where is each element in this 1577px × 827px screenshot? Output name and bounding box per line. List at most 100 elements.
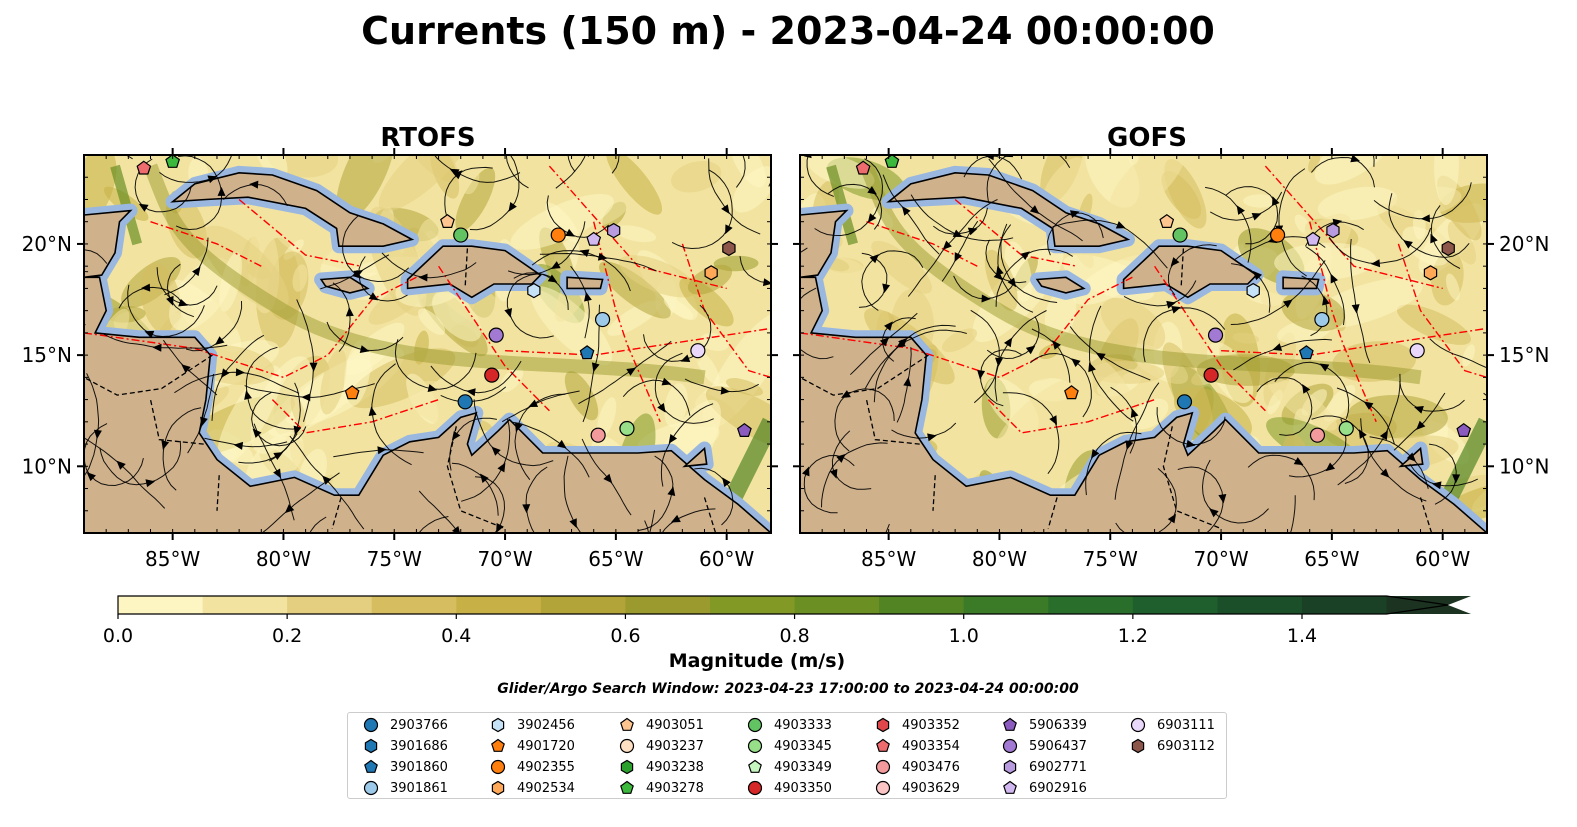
legend-entry-6903112: 6903112 [1127, 736, 1215, 756]
colorbar-tick-label: 1.0 [949, 625, 979, 647]
current-streamline [988, 158, 1083, 242]
current-streamline [555, 155, 586, 189]
current-streamline [1429, 338, 1487, 369]
current-streamline [882, 317, 916, 362]
float-marker-4903354[interactable] [136, 160, 152, 175]
float-marker-6902771[interactable] [1326, 222, 1340, 239]
current-streamline [1429, 443, 1457, 505]
current-streamline [1311, 156, 1375, 188]
streamline-arrow [138, 203, 149, 212]
streamline-arrow [284, 504, 295, 514]
streamline-arrow [1270, 555, 1282, 567]
float-marker-4902534[interactable] [1423, 265, 1438, 281]
float-marker-4903051[interactable] [440, 213, 455, 229]
streamline-arrow [418, 273, 428, 282]
float-marker-6903112[interactable] [1441, 240, 1455, 257]
legend-label: 5906339 [1029, 717, 1087, 733]
circle-marker-icon [747, 738, 763, 754]
float-marker-6902916[interactable] [586, 231, 602, 246]
map-panel-gofs: GOFS 85°W 80°W 75°W 70°W 65°W 60°W 10°N 15°N 20°… [793, 123, 1549, 571]
eez-boundary [866, 221, 978, 267]
current-streamline [506, 273, 554, 339]
streamline-arrow [1486, 364, 1487, 372]
current-streamline [1289, 495, 1296, 533]
streamline-arrow [1025, 345, 1036, 355]
current-streamline [654, 352, 714, 424]
streamline-arrow [86, 472, 96, 482]
float-marker-4903476[interactable] [1309, 427, 1326, 443]
legend-entry-3901861: 3901861 [360, 778, 448, 798]
float-marker-3901860[interactable] [579, 345, 595, 360]
float-legend: 2903766 3901686 3901860 3901861 3902456 49017… [347, 712, 1227, 799]
float-marker-4901720[interactable] [1064, 385, 1079, 400]
float-marker-2903766[interactable] [457, 394, 473, 410]
current-streamline [941, 220, 979, 282]
streamline-arrow [453, 170, 463, 180]
float-marker-5906339[interactable] [736, 422, 752, 437]
legend-label: 4903629 [902, 780, 960, 796]
map-frame [799, 154, 1488, 534]
float-marker-6902916[interactable] [1305, 231, 1321, 246]
land-mass [800, 209, 849, 279]
streamline-arrow [235, 368, 245, 377]
float-marker-4903354[interactable] [855, 160, 871, 175]
float-marker-4903345[interactable] [619, 420, 635, 437]
float-marker-3902456[interactable] [527, 282, 541, 299]
pentagon-marker-icon [748, 759, 762, 773]
float-marker-4903345[interactable] [1338, 420, 1354, 437]
float-marker-4901720[interactable] [344, 385, 360, 400]
float-marker-4903350[interactable] [484, 367, 500, 383]
float-marker-4903278[interactable] [165, 155, 181, 168]
country-border [331, 497, 342, 529]
streamline-arrow [1218, 494, 1227, 504]
float-marker-4903350[interactable] [1203, 367, 1219, 383]
legend-entry-4903345: 4903345 [744, 736, 832, 756]
streamline-arrow [345, 307, 354, 317]
legend-label: 4901720 [517, 738, 575, 754]
float-marker-6903111[interactable] [1409, 343, 1425, 359]
current-streamline [708, 158, 761, 235]
streamline-arrow [977, 370, 986, 380]
float-marker-4903333[interactable] [1172, 227, 1188, 243]
float-marker-4902355[interactable] [550, 227, 566, 243]
streamline-arrow [152, 343, 162, 352]
float-marker-4903333[interactable] [453, 227, 469, 243]
current-streamline [103, 333, 228, 349]
float-marker-3901860[interactable] [1298, 345, 1314, 360]
country-border [1419, 497, 1433, 533]
float-marker-5906437[interactable] [1207, 327, 1224, 343]
current-streamline [1000, 223, 1058, 303]
float-marker-3901861[interactable] [594, 311, 611, 328]
float-marker-6903111[interactable] [690, 343, 706, 359]
country-border [1162, 426, 1222, 530]
legend-label: 6903111 [1157, 717, 1215, 733]
float-marker-5906437[interactable] [488, 327, 504, 343]
current-streamline [1247, 454, 1315, 501]
streamline-arrow [547, 274, 558, 283]
country-border [1180, 248, 1185, 287]
streamline-arrow [301, 393, 311, 402]
streamline-arrow [76, 129, 88, 140]
lon-tick-label: 80°W [256, 547, 311, 571]
streamline-arrow [657, 402, 666, 413]
colorbar-tick-label: 0.2 [272, 625, 302, 647]
streamline-arrow [869, 254, 879, 264]
eez-boundary [505, 327, 771, 356]
float-marker-5906339[interactable] [1456, 422, 1472, 437]
float-marker-4902355[interactable] [1269, 227, 1286, 243]
float-marker-3902456[interactable] [1246, 282, 1260, 299]
legend-entry-4903354: 4903354 [872, 736, 960, 756]
current-streamline [418, 516, 449, 533]
streamline-arrow [214, 336, 225, 346]
streamline-arrow [1167, 513, 1177, 524]
float-marker-2903766[interactable] [1176, 394, 1193, 410]
float-marker-6903112[interactable] [722, 240, 736, 257]
float-marker-6902771[interactable] [606, 222, 621, 239]
legend-label: 2903766 [390, 717, 448, 733]
current-streamline [99, 440, 182, 486]
float-marker-4902534[interactable] [704, 265, 718, 281]
colorbar-extend-arrow [1386, 596, 1472, 614]
float-marker-4903051[interactable] [1159, 213, 1175, 229]
float-marker-3901861[interactable] [1314, 311, 1330, 328]
float-marker-4903476[interactable] [590, 427, 606, 443]
